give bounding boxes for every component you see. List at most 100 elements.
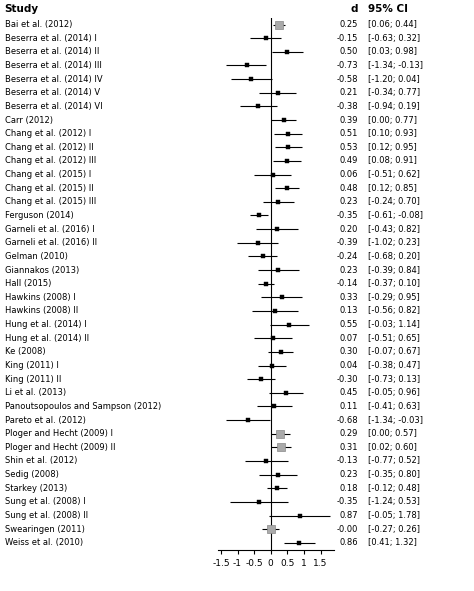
Text: Gelman (2010): Gelman (2010): [5, 252, 68, 261]
Text: [0.41; 1.32]: [0.41; 1.32]: [368, 538, 417, 547]
Text: [0.00; 0.57]: [0.00; 0.57]: [368, 429, 417, 438]
Text: Garneli et al. (2016) II: Garneli et al. (2016) II: [5, 238, 97, 247]
Text: [0.00; 0.77]: [0.00; 0.77]: [368, 115, 417, 125]
Text: Hawkins (2008) I: Hawkins (2008) I: [5, 293, 75, 302]
Text: Panoutsopoulos and Sampson (2012): Panoutsopoulos and Sampson (2012): [5, 402, 161, 411]
Text: 0.04: 0.04: [340, 361, 358, 370]
Text: 0.33: 0.33: [339, 293, 358, 302]
Text: Sung et al. (2008) I: Sung et al. (2008) I: [5, 498, 85, 506]
Text: 0.30: 0.30: [340, 348, 358, 356]
Text: Hawkins (2008) II: Hawkins (2008) II: [5, 307, 78, 316]
Text: Beserra et al. (2014) VI: Beserra et al. (2014) VI: [5, 102, 102, 111]
Text: -0.13: -0.13: [337, 456, 358, 466]
Text: 0.31: 0.31: [340, 443, 358, 452]
Text: King (2011) II: King (2011) II: [5, 375, 61, 384]
Text: Weiss et al. (2010): Weiss et al. (2010): [5, 538, 83, 547]
Text: [0.02; 0.60]: [0.02; 0.60]: [368, 443, 417, 452]
Text: Starkey (2013): Starkey (2013): [5, 484, 67, 493]
Text: Garneli et al. (2016) I: Garneli et al. (2016) I: [5, 225, 94, 233]
Text: [-0.29; 0.95]: [-0.29; 0.95]: [368, 293, 419, 302]
Text: -0.00: -0.00: [337, 525, 358, 534]
Text: 0.86: 0.86: [339, 538, 358, 547]
Text: Hung et al. (2014) I: Hung et al. (2014) I: [5, 320, 86, 329]
Text: [-0.61; -0.08]: [-0.61; -0.08]: [368, 211, 423, 220]
Text: Beserra et al. (2014) IV: Beserra et al. (2014) IV: [5, 74, 102, 83]
Text: [-0.35; 0.80]: [-0.35; 0.80]: [368, 470, 419, 479]
Text: 0.55: 0.55: [340, 320, 358, 329]
Text: 0.25: 0.25: [340, 20, 358, 29]
Text: [-0.03; 1.14]: [-0.03; 1.14]: [368, 320, 419, 329]
Text: [-0.94; 0.19]: [-0.94; 0.19]: [368, 102, 419, 111]
Text: [-0.51; 0.62]: [-0.51; 0.62]: [368, 170, 419, 179]
Text: -0.38: -0.38: [337, 102, 358, 111]
Text: [-0.56; 0.82]: [-0.56; 0.82]: [368, 307, 419, 316]
Text: Ploger and Hecht (2009) II: Ploger and Hecht (2009) II: [5, 443, 115, 452]
Text: d: d: [351, 4, 358, 14]
Text: Beserra et al. (2014) III: Beserra et al. (2014) III: [5, 61, 101, 70]
Text: Chang et al. (2015) II: Chang et al. (2015) II: [5, 184, 93, 193]
Text: -0.15: -0.15: [337, 34, 358, 43]
Text: [-0.34; 0.77]: [-0.34; 0.77]: [368, 88, 420, 98]
Text: [-1.02; 0.23]: [-1.02; 0.23]: [368, 238, 419, 247]
Text: Pareto et al. (2012): Pareto et al. (2012): [5, 415, 86, 424]
Text: Chang et al. (2012) I: Chang et al. (2012) I: [5, 129, 91, 138]
Text: 0.07: 0.07: [340, 334, 358, 343]
Text: Swearingen (2011): Swearingen (2011): [5, 525, 85, 534]
Text: [0.12; 0.95]: [0.12; 0.95]: [368, 143, 416, 152]
Text: [-0.12; 0.48]: [-0.12; 0.48]: [368, 484, 419, 493]
Text: [-1.34; -0.13]: [-1.34; -0.13]: [368, 61, 423, 70]
Text: Carr (2012): Carr (2012): [5, 115, 53, 125]
Text: 0.18: 0.18: [340, 484, 358, 493]
Text: Beserra et al. (2014) II: Beserra et al. (2014) II: [5, 47, 99, 56]
Text: 0.49: 0.49: [340, 157, 358, 165]
Text: [-0.51; 0.65]: [-0.51; 0.65]: [368, 334, 419, 343]
Text: King (2011) I: King (2011) I: [5, 361, 59, 370]
Text: Sung et al. (2008) II: Sung et al. (2008) II: [5, 511, 88, 520]
Text: [-0.24; 0.70]: [-0.24; 0.70]: [368, 197, 419, 206]
Text: [-0.37; 0.10]: [-0.37; 0.10]: [368, 279, 419, 288]
Text: Ferguson (2014): Ferguson (2014): [5, 211, 73, 220]
Text: Giannakos (2013): Giannakos (2013): [5, 265, 79, 275]
Text: Chang et al. (2015) I: Chang et al. (2015) I: [5, 170, 91, 179]
Text: Ke (2008): Ke (2008): [5, 348, 46, 356]
Text: 0.11: 0.11: [340, 402, 358, 411]
Text: 0.23: 0.23: [340, 470, 358, 479]
Text: [-0.07; 0.67]: [-0.07; 0.67]: [368, 348, 420, 356]
Text: [-0.77; 0.52]: [-0.77; 0.52]: [368, 456, 419, 466]
Text: -0.73: -0.73: [337, 61, 358, 70]
Text: 0.53: 0.53: [340, 143, 358, 152]
Text: Hall (2015): Hall (2015): [5, 279, 51, 288]
Text: [-0.68; 0.20]: [-0.68; 0.20]: [368, 252, 419, 261]
Text: -0.14: -0.14: [337, 279, 358, 288]
Text: [0.08; 0.91]: [0.08; 0.91]: [368, 157, 417, 165]
Text: [-0.43; 0.82]: [-0.43; 0.82]: [368, 225, 419, 233]
Text: [-0.73; 0.13]: [-0.73; 0.13]: [368, 375, 420, 384]
Text: 0.50: 0.50: [340, 47, 358, 56]
Text: -0.35: -0.35: [337, 211, 358, 220]
Text: -0.58: -0.58: [337, 74, 358, 83]
Text: Chang et al. (2012) III: Chang et al. (2012) III: [5, 157, 96, 165]
Text: 0.48: 0.48: [340, 184, 358, 193]
Text: -0.30: -0.30: [337, 375, 358, 384]
Text: [-0.05; 0.96]: [-0.05; 0.96]: [368, 388, 419, 397]
Text: 0.13: 0.13: [340, 307, 358, 316]
Text: 0.23: 0.23: [340, 197, 358, 206]
Text: [-0.05; 1.78]: [-0.05; 1.78]: [368, 511, 419, 520]
Text: [-1.20; 0.04]: [-1.20; 0.04]: [368, 74, 419, 83]
Text: Hung et al. (2014) II: Hung et al. (2014) II: [5, 334, 89, 343]
Text: 0.21: 0.21: [340, 88, 358, 98]
Text: Chang et al. (2015) III: Chang et al. (2015) III: [5, 197, 96, 206]
Text: [-0.63; 0.32]: [-0.63; 0.32]: [368, 34, 420, 43]
Text: 0.51: 0.51: [340, 129, 358, 138]
Text: [-0.38; 0.47]: [-0.38; 0.47]: [368, 361, 420, 370]
Text: 0.87: 0.87: [339, 511, 358, 520]
Text: Chang et al. (2012) II: Chang et al. (2012) II: [5, 143, 93, 152]
Text: 0.39: 0.39: [340, 115, 358, 125]
Text: Li et al. (2013): Li et al. (2013): [5, 388, 66, 397]
Text: Bai et al. (2012): Bai et al. (2012): [5, 20, 72, 29]
Text: [0.12; 0.85]: [0.12; 0.85]: [368, 184, 417, 193]
Text: Ploger and Hecht (2009) I: Ploger and Hecht (2009) I: [5, 429, 113, 438]
Text: 0.20: 0.20: [340, 225, 358, 233]
Text: [0.10; 0.93]: [0.10; 0.93]: [368, 129, 417, 138]
Text: -0.35: -0.35: [337, 498, 358, 506]
